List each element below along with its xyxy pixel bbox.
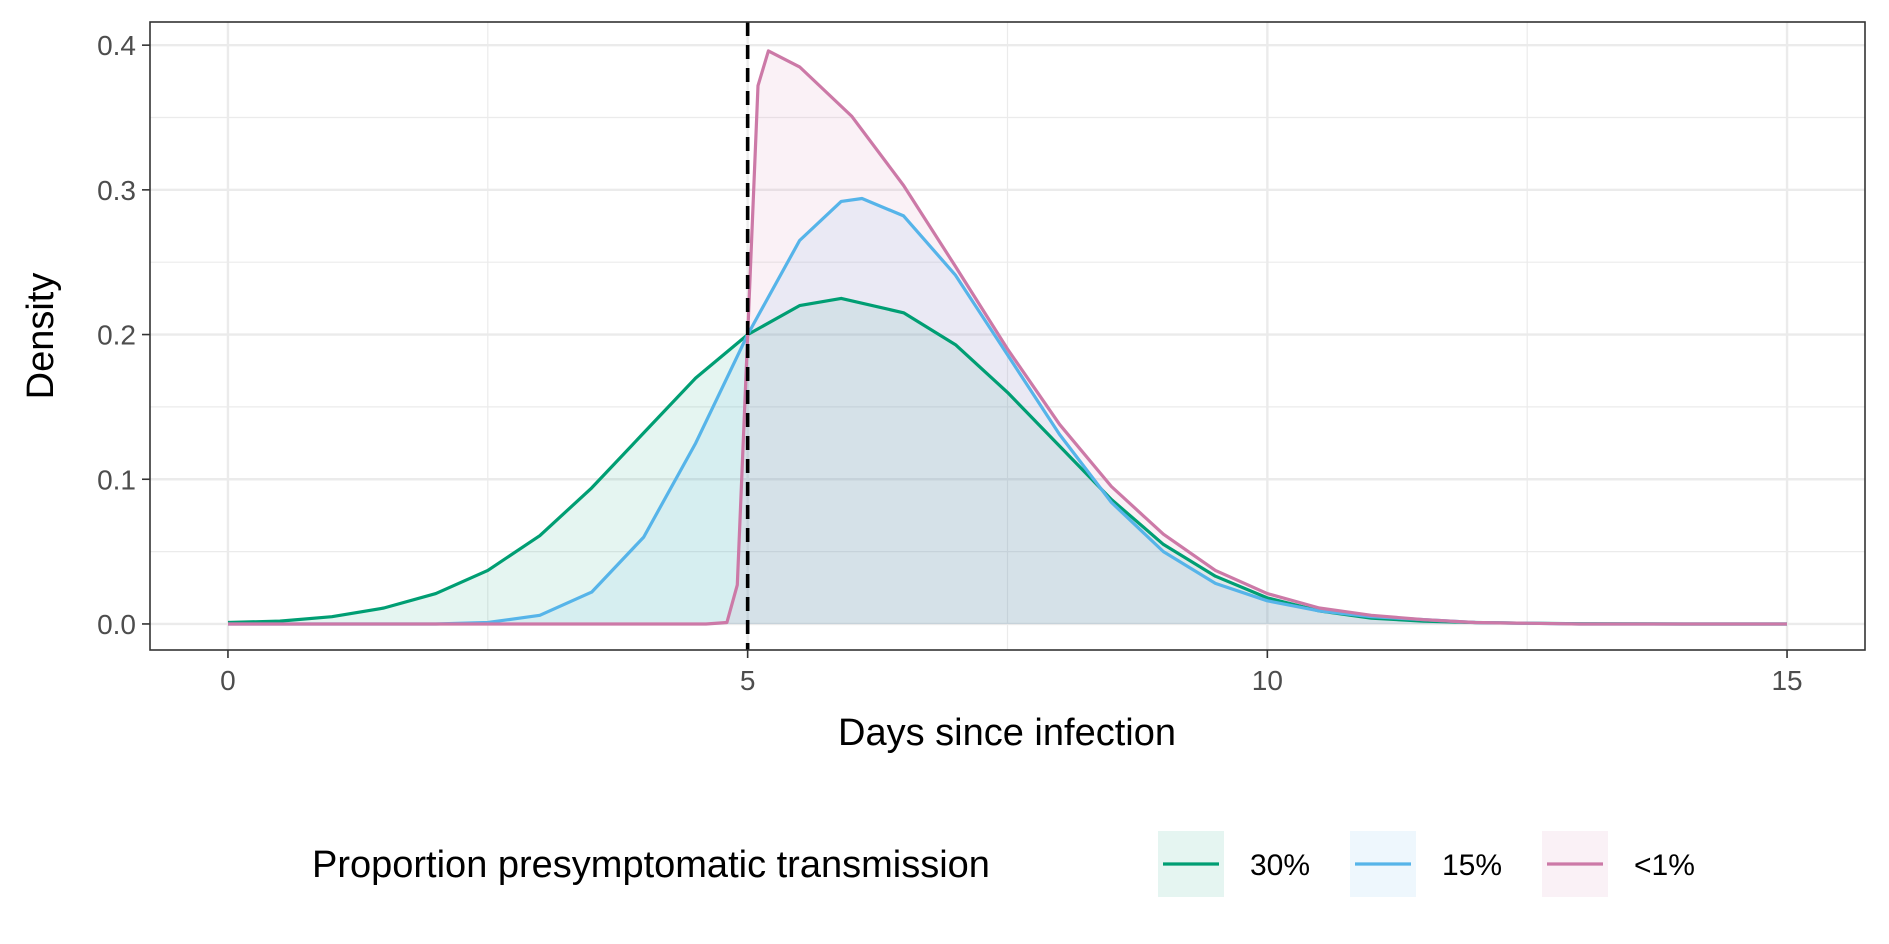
y-tick-label: 0.4 — [97, 30, 136, 61]
x-tick-label: 15 — [1771, 665, 1802, 696]
series-areas — [228, 50, 1787, 624]
legend-item: 15% — [1350, 831, 1502, 897]
y-tick-label: 0.3 — [97, 175, 136, 206]
legend-label: 30% — [1250, 849, 1310, 882]
x-axis: 0 5 10 15 — [220, 650, 1803, 696]
legend-items: 30% 15% <1% — [1158, 831, 1695, 897]
y-axis-title: Density — [20, 273, 62, 400]
legend-label: <1% — [1634, 849, 1695, 882]
legend-label: 15% — [1442, 849, 1502, 882]
y-tick-label: 0.0 — [97, 609, 136, 640]
y-tick-label: 0.1 — [97, 464, 136, 495]
x-axis-title: Days since infection — [838, 712, 1176, 754]
series-lines — [227, 49, 1787, 626]
series-area — [228, 198, 1787, 624]
legend-item: 30% — [1158, 831, 1310, 897]
grid-minor — [150, 22, 1865, 650]
series-line — [228, 196, 1787, 626]
x-tick-label: 0 — [220, 665, 236, 696]
series-line — [228, 49, 1787, 626]
x-tick-label: 10 — [1252, 665, 1283, 696]
y-axis: 0.0 0.1 0.2 0.3 0.4 — [97, 30, 150, 640]
legend-item: <1% — [1542, 831, 1695, 897]
x-tick-label: 5 — [740, 665, 756, 696]
legend-title: Proportion presymptomatic transmission — [312, 844, 990, 886]
legend: Proportion presymptomatic transmission 3… — [312, 831, 1695, 897]
series-area — [228, 50, 1787, 624]
series-area — [228, 298, 1787, 624]
panel-border — [149, 21, 1866, 651]
y-tick-label: 0.2 — [97, 320, 136, 351]
